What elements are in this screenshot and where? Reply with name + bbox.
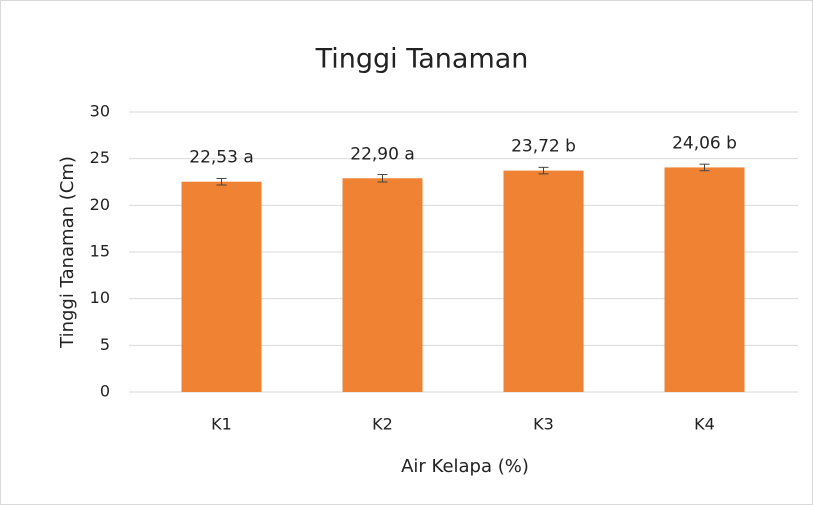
data-label: 22,53 a [189, 148, 254, 168]
y-tick-label: 15 [90, 242, 110, 261]
bar [342, 178, 423, 392]
y-axis-label: Tinggi Tanaman (Cm) [57, 156, 78, 349]
bar [664, 167, 745, 392]
chart-title: Tinggi Tanaman [315, 44, 529, 75]
y-tick-label: 20 [90, 195, 110, 214]
bar [503, 170, 584, 392]
data-label: 23,72 b [511, 137, 576, 157]
bar [181, 181, 262, 392]
x-tick-label: K4 [694, 415, 715, 434]
x-tick-label: K1 [211, 415, 232, 434]
y-tick-label: 30 [90, 102, 110, 121]
x-tick-label: K2 [372, 415, 393, 434]
y-tick-label: 0 [100, 382, 110, 401]
y-tick-label: 10 [90, 288, 110, 307]
x-tick-label: K3 [533, 415, 554, 434]
y-tick-label: 5 [100, 335, 110, 354]
y-tick-label: 25 [90, 148, 110, 167]
data-label: 24,06 b [672, 133, 737, 153]
x-axis-label: Air Kelapa (%) [401, 456, 529, 477]
data-label: 22,90 a [350, 144, 415, 164]
